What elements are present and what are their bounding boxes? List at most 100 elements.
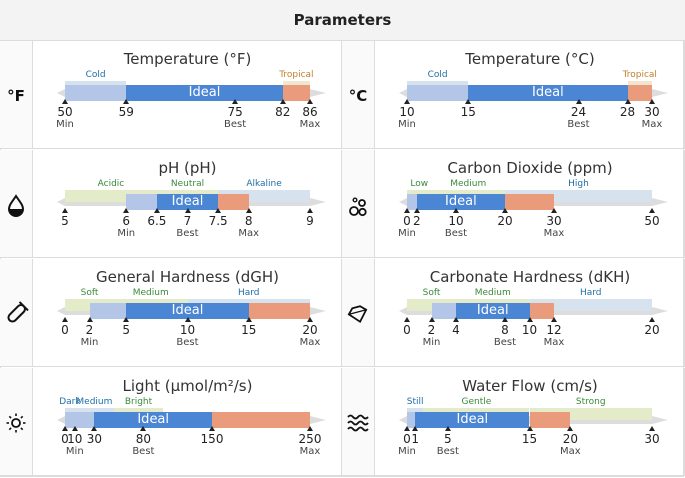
tick-marker	[404, 99, 410, 104]
water-drop-icon-cell	[0, 150, 33, 258]
zone-label: Low	[410, 179, 429, 189]
upper-tolerance-bar	[218, 194, 249, 210]
tick-value: 15	[241, 323, 257, 337]
tick-caption: Best	[176, 228, 199, 239]
ideal-label: Ideal	[445, 194, 477, 209]
tick-marker	[232, 99, 239, 104]
tick-value: 8	[244, 214, 253, 228]
panel-header: Parameters	[0, 0, 685, 41]
tick-marker	[184, 317, 191, 322]
tick-marker	[245, 317, 252, 322]
tick-marker	[649, 99, 655, 104]
ideal-range-bar	[468, 85, 628, 101]
tick-marker	[184, 208, 191, 213]
param-cell	[33, 150, 342, 258]
ideal-range-bar	[94, 412, 212, 428]
tick-caption: Best	[444, 228, 468, 239]
zone-label: Neutral	[170, 179, 205, 189]
tick-caption: Min	[422, 337, 441, 348]
tick-value: 250	[298, 432, 322, 446]
celsius-icon-cell: °C	[342, 41, 375, 149]
ideal-range-bar	[456, 303, 530, 319]
diamond-icon-cell	[342, 259, 375, 367]
upper-tolerance-bar	[529, 303, 554, 319]
ideal-label: Ideal	[171, 194, 204, 209]
lower-tolerance-bar	[431, 303, 456, 319]
tick-value: 0	[403, 323, 411, 337]
zone-label: Dark	[59, 397, 81, 407]
zone-label: Acidic	[97, 179, 125, 189]
tick-marker	[123, 317, 130, 322]
water-drop-icon	[7, 194, 25, 217]
param-cell	[33, 259, 342, 367]
tick-value: 5	[444, 432, 452, 446]
param-title: pH (pH)	[158, 159, 217, 177]
tick-marker	[567, 426, 574, 431]
fahrenheit-icon: °F	[7, 87, 25, 105]
tick-value: 20	[497, 214, 513, 228]
tick-value: 75	[227, 105, 243, 119]
ideal-range-bar	[156, 194, 219, 210]
tick-marker	[526, 426, 533, 431]
tick-marker	[413, 208, 420, 213]
tick-marker	[526, 317, 533, 322]
test-tube-icon	[7, 301, 29, 323]
tick-value: 5	[122, 323, 131, 337]
zone-band	[529, 299, 652, 311]
tick-value: 28	[619, 105, 636, 119]
tick-marker	[307, 99, 313, 104]
tick-marker	[624, 99, 631, 104]
tick-value: 8	[501, 323, 509, 337]
zone-label: Gentle	[461, 397, 492, 407]
tick-caption: Max	[299, 446, 321, 457]
tick-value: 7	[183, 214, 192, 228]
tick-value: 50	[644, 214, 660, 228]
tick-value: 7.5	[208, 214, 228, 228]
tick-value: 6	[122, 214, 131, 228]
tick-marker	[502, 208, 508, 213]
tick-marker	[209, 426, 215, 431]
upper-tolerance-bar	[529, 412, 571, 428]
tick-caption: Best	[176, 337, 199, 348]
tick-marker	[502, 317, 508, 322]
tick-value: 6.5	[147, 214, 167, 228]
param-title: Carbonate Hardness (dKH)	[429, 268, 631, 286]
zone-label: Soft	[80, 288, 99, 298]
tick-caption: Best	[224, 119, 247, 130]
sun-icon-cell	[0, 368, 33, 476]
waves-icon-cell	[342, 368, 375, 476]
tick-marker	[649, 426, 655, 431]
param-title: Water Flow (cm/s)	[462, 377, 598, 395]
zone-label: Medium	[132, 288, 169, 298]
upper-tolerance-bar	[212, 412, 310, 428]
tick-value: 4	[452, 323, 460, 337]
zone-label: Soft	[422, 288, 441, 298]
tick-caption: Min	[80, 337, 99, 348]
tick-marker	[551, 317, 557, 322]
tick-marker	[404, 426, 410, 431]
sun-icon	[6, 413, 26, 433]
tick-marker	[307, 208, 313, 213]
bubbles-icon-cell	[342, 150, 375, 258]
zone-label: Strong	[575, 397, 606, 407]
tick-value: 20	[302, 323, 318, 337]
tick-value: 150	[200, 432, 224, 446]
tick-value: 24	[570, 105, 587, 119]
param-title: Temperature (°F)	[123, 50, 252, 68]
tick-caption: Best	[132, 446, 155, 457]
tick-value: 80	[135, 432, 152, 446]
tick-marker	[86, 317, 93, 322]
zone-label: Cold	[427, 70, 448, 80]
tick-caption: Max	[543, 228, 565, 239]
param-cell	[33, 41, 342, 149]
tick-value: 82	[275, 105, 291, 119]
tick-value: 0	[403, 214, 411, 228]
zone-label: Medium	[474, 288, 511, 298]
tick-value: 30	[86, 432, 103, 446]
param-title: General Hardness (dGH)	[95, 268, 280, 286]
tick-caption: Max	[299, 119, 321, 130]
tick-value: 30	[644, 432, 660, 446]
tick-value: 10	[67, 432, 83, 446]
tick-value: 50	[57, 105, 73, 119]
lower-tolerance-bar	[407, 194, 417, 210]
